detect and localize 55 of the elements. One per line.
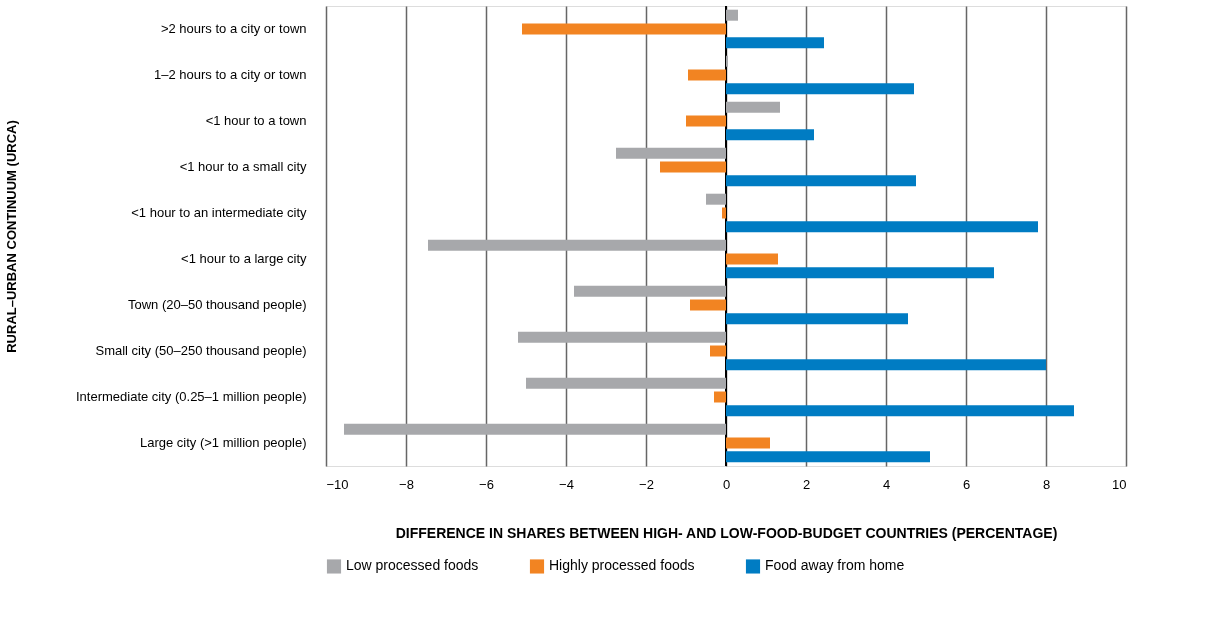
bar <box>574 285 726 297</box>
bar <box>726 313 908 325</box>
bar <box>726 9 738 21</box>
x-tick-label: −6 <box>479 476 494 492</box>
bar <box>722 207 726 219</box>
y-axis-title: RURAL–URBAN CONTINUUM (URCA) <box>3 120 19 353</box>
bar <box>714 391 726 403</box>
x-tick-label: 2 <box>802 476 811 492</box>
x-tick-label: 0 <box>722 476 731 492</box>
bar <box>660 161 726 173</box>
bar <box>518 331 726 343</box>
y-tick-label: 1–2 hours to a city or town <box>154 67 307 82</box>
y-tick-label: >2 hours to a city or town <box>160 21 307 36</box>
legend-label: Low processed foods <box>346 557 479 574</box>
bar <box>726 83 914 95</box>
y-tick-label: Intermediate city (0.25–1 million people) <box>75 389 307 404</box>
bar <box>726 437 770 449</box>
x-tick-label: −10 <box>326 476 349 492</box>
bar <box>726 451 930 463</box>
bar <box>344 423 726 435</box>
bar <box>522 23 726 35</box>
x-tick-label: −8 <box>399 476 414 492</box>
x-tick-label: 6 <box>962 476 971 492</box>
x-tick-label: −2 <box>639 476 654 492</box>
x-tick-label: 8 <box>1042 476 1051 492</box>
legend-label: Food away from home <box>765 557 905 574</box>
bar <box>726 37 824 49</box>
bar <box>726 267 994 279</box>
y-tick-label: Town (20–50 thousand people) <box>127 297 307 312</box>
bar <box>710 345 726 357</box>
x-axis-title: DIFFERENCE IN SHARES BETWEEN HIGH- AND LOW-FOOD-BUDGET COUNTRIES (PERCENTAGE) <box>395 524 1058 541</box>
bar <box>726 101 780 113</box>
bar <box>726 221 1038 233</box>
bar <box>616 147 726 159</box>
y-tick-label: Small city (50–250 thousand people) <box>95 343 307 358</box>
bar <box>688 69 726 81</box>
y-tick-label: <1 hour to a large city <box>181 251 307 266</box>
bar <box>726 129 814 141</box>
bar <box>726 405 1074 417</box>
y-tick-label: <1 hour to an intermediate city <box>131 205 307 220</box>
bar <box>686 115 726 127</box>
y-tick-label: <1 hour to a town <box>205 113 307 128</box>
bar <box>726 175 916 187</box>
y-tick-label: <1 hour to a small city <box>179 159 307 174</box>
bar <box>526 377 726 389</box>
bar <box>706 193 726 205</box>
bar <box>726 253 778 265</box>
y-tick-label: Large city (>1 million people) <box>139 435 307 450</box>
bar <box>690 299 726 311</box>
x-tick-label: 4 <box>882 476 891 492</box>
x-tick-label: −4 <box>559 476 574 492</box>
x-tick-label: 10 <box>1112 476 1127 492</box>
bar <box>726 359 1046 371</box>
legend-label: Highly processed foods <box>549 557 695 574</box>
bar <box>428 239 726 251</box>
